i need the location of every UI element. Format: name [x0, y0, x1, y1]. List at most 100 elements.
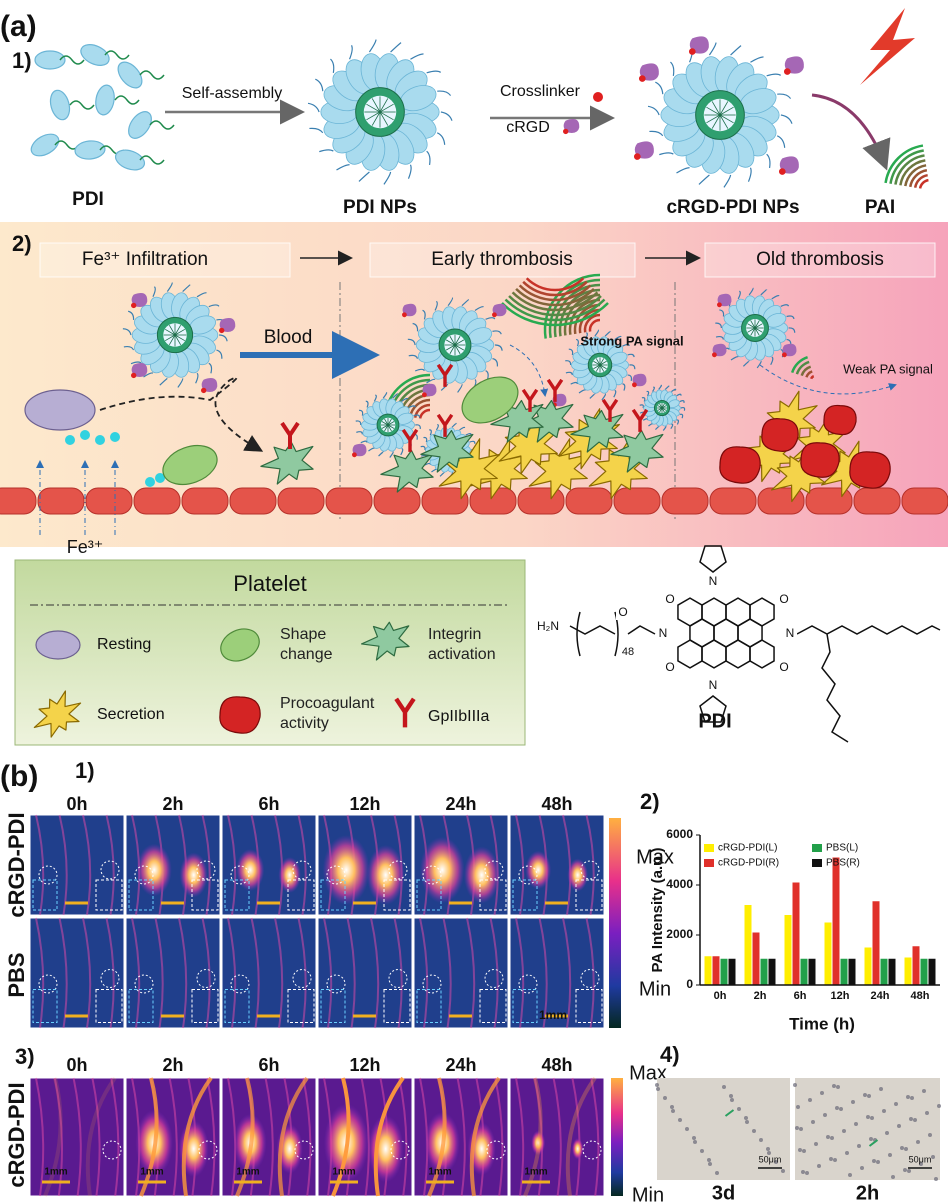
hot-spot: [278, 857, 301, 893]
y-tick-label: 6000: [666, 827, 693, 841]
np-tail: [127, 310, 135, 320]
cell: [745, 1120, 749, 1124]
np-tail: [748, 287, 754, 296]
vessel-signal: [82, 917, 92, 1029]
hot-spot: [367, 1115, 404, 1183]
connector: [661, 403, 665, 409]
connector: [754, 323, 763, 329]
bar: [752, 932, 760, 985]
np-tail: [195, 372, 199, 384]
cell: [860, 1166, 864, 1170]
label: 1mm: [428, 1167, 451, 1178]
np-tail: [766, 73, 782, 77]
vessel-signal: [515, 917, 525, 1029]
connector: [659, 407, 663, 413]
np-tail: [723, 174, 732, 188]
label: 2): [12, 231, 32, 256]
np-tail: [565, 360, 572, 366]
pa-arc: [413, 403, 431, 418]
bar: [912, 946, 920, 985]
connector: [747, 323, 756, 329]
np-tail: [436, 132, 446, 145]
np-tail: [474, 306, 484, 311]
bar: [760, 958, 768, 985]
pa-image: [221, 917, 317, 1029]
atom-bg: [706, 575, 720, 589]
crosslinker: [201, 387, 207, 394]
label: Min: [632, 1184, 664, 1204]
np-tail: [766, 153, 771, 169]
x-tick-label: 2h: [754, 990, 767, 1002]
connector: [379, 103, 394, 113]
connector: [750, 327, 756, 336]
cell: [799, 1127, 803, 1131]
vessel-cell: [517, 487, 565, 515]
roi: [326, 974, 346, 994]
platelet-procoagulant: [800, 442, 840, 478]
np-tail: [568, 348, 574, 356]
pdi-molecule: [74, 140, 106, 160]
hot-spot: [525, 850, 552, 890]
connector: [661, 407, 665, 413]
platelet: [33, 690, 82, 738]
cell: [671, 1109, 675, 1113]
cell: [830, 1136, 834, 1140]
connector: [593, 364, 601, 370]
crosslinker: [712, 352, 717, 358]
np-tail: [219, 334, 228, 342]
cell: [832, 1084, 836, 1088]
vessel-signal: [585, 814, 595, 916]
roi: [196, 860, 216, 880]
np-tail: [649, 130, 664, 137]
np-tail: [451, 422, 457, 428]
connector: [454, 335, 461, 346]
legend-swatch: [812, 844, 822, 852]
vessel-cell: [229, 487, 277, 515]
pa-arc: [918, 178, 929, 189]
atom-bg: [783, 627, 797, 641]
bar: [848, 958, 856, 985]
np-tail: [415, 424, 421, 429]
atom-label: N: [659, 626, 668, 640]
vessel-signal: [515, 1077, 525, 1197]
vessel-signal: [110, 1077, 120, 1197]
cell: [811, 1120, 815, 1124]
vessel-signal: [419, 917, 429, 1029]
cell: [833, 1158, 837, 1162]
bar: [888, 958, 896, 985]
cell: [863, 1093, 867, 1097]
atom-bg: [541, 620, 555, 634]
np-tail: [494, 344, 503, 351]
np-tail: [715, 322, 722, 329]
pdi-chain: [114, 95, 140, 105]
cell: [867, 1094, 871, 1098]
crosslinker: [131, 372, 137, 379]
label: Old thrombosis: [756, 249, 884, 270]
cell: [869, 1137, 873, 1141]
np-tail: [368, 39, 377, 53]
crosslinker: [632, 382, 637, 388]
np-tail: [786, 315, 795, 320]
x-tick-label: 24h: [871, 990, 890, 1002]
roi-box: [191, 989, 219, 1023]
connector: [719, 114, 734, 124]
atom-bg: [777, 593, 791, 607]
vessel-cell: [0, 487, 37, 515]
fe-ion: [145, 477, 155, 487]
connector: [381, 421, 389, 426]
np-tail: [407, 338, 416, 346]
vessel-cell: [277, 487, 325, 515]
laser: [860, 8, 915, 85]
atom-label: O: [665, 592, 674, 606]
label: 4): [660, 1042, 680, 1067]
connector: [750, 320, 756, 329]
np-tail: [424, 462, 431, 466]
roi: [292, 969, 312, 988]
legend-swatch: [812, 859, 822, 867]
crosslinker: [422, 392, 427, 398]
pa-image: [509, 917, 605, 1029]
connector: [384, 424, 389, 432]
cell: [693, 1140, 697, 1144]
cell: [931, 1155, 935, 1159]
connector: [379, 111, 394, 121]
